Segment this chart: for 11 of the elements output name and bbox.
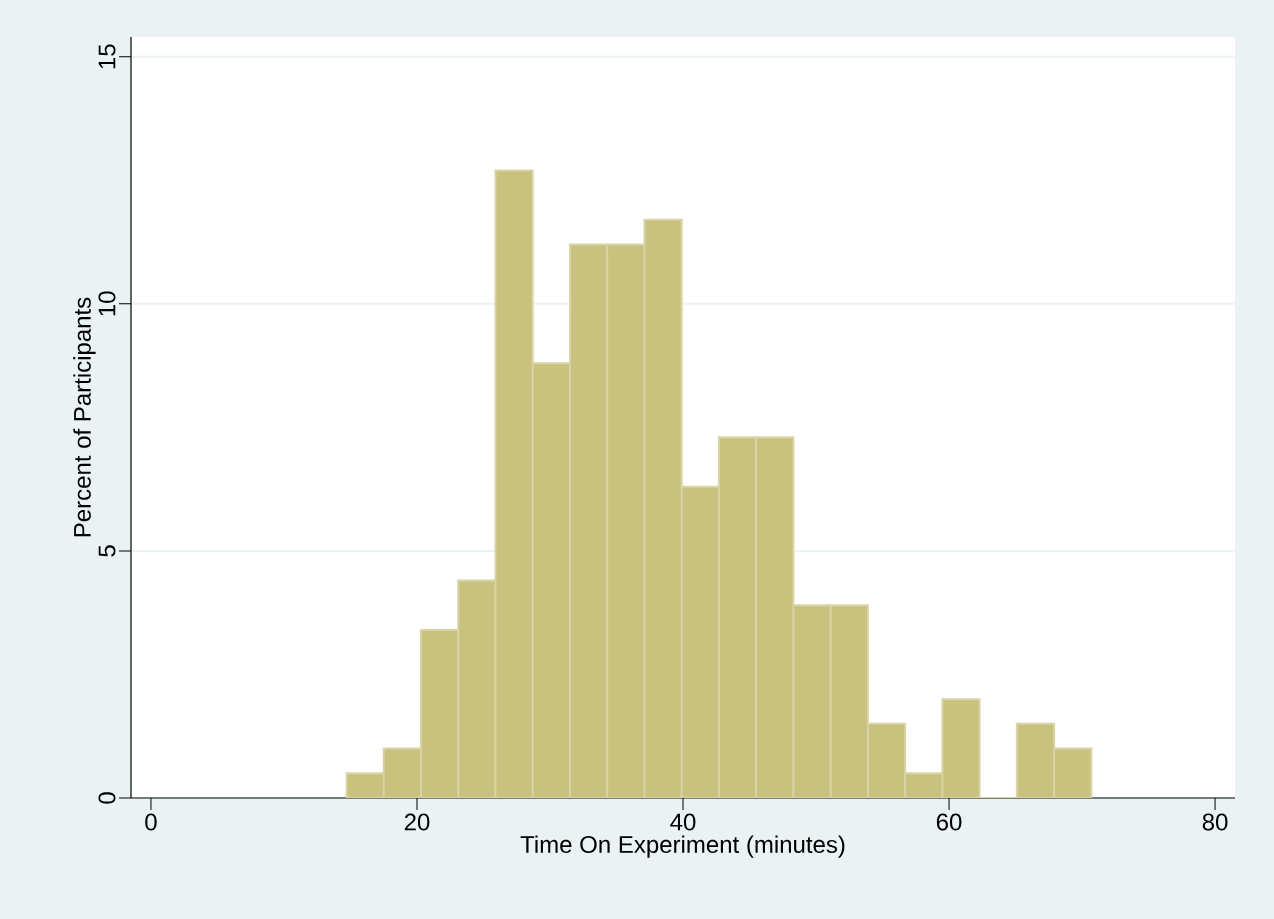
y-tick-label: 15 — [98, 44, 116, 69]
x-axis-title: Time On Experiment (minutes) — [520, 835, 845, 858]
x-tick-label: 80 — [1202, 813, 1228, 831]
x-tick-label: 0 — [145, 813, 157, 831]
y-tick-label: 5 — [98, 545, 116, 557]
x-tick-label: 60 — [936, 813, 962, 831]
x-tick-label: 40 — [670, 813, 696, 831]
x-tick-label: 20 — [404, 813, 430, 831]
y-axis-title: Percent of Participants — [73, 297, 96, 537]
y-tick-label: 0 — [98, 792, 116, 804]
y-tick-label: 10 — [98, 291, 116, 316]
